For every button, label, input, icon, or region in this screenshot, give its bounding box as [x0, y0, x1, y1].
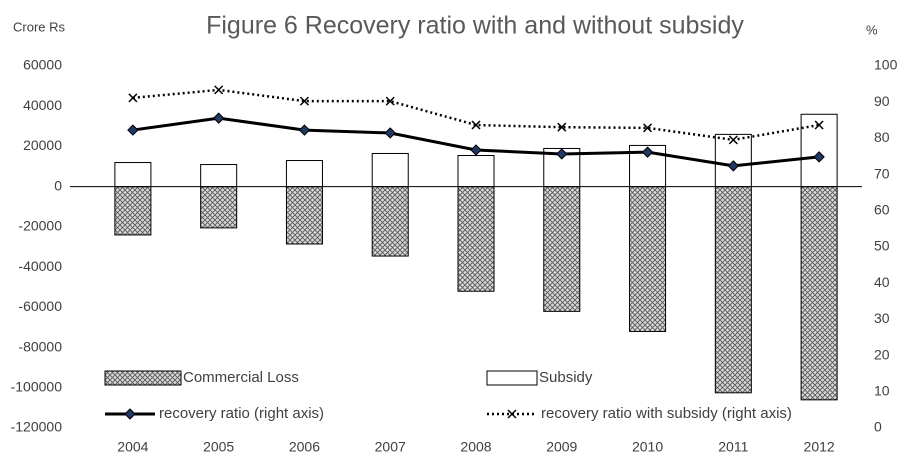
bar: [114, 162, 152, 188]
y2-axis-title: %: [866, 22, 878, 37]
point-marker: [643, 123, 653, 133]
bar: [800, 186, 838, 401]
x-tick-label: 2004: [117, 439, 148, 455]
point-marker: [813, 151, 825, 163]
bar: [200, 186, 238, 229]
point-marker: [470, 144, 482, 156]
point-marker: [127, 124, 139, 136]
y2-tick-label: 30: [874, 310, 890, 326]
y-tick-label: 60000: [23, 57, 62, 73]
y2-tick-label: 0: [874, 419, 882, 435]
point-marker: [728, 135, 738, 145]
x-tick-label: 2007: [375, 439, 406, 455]
point-marker: [385, 96, 395, 106]
y2-tick-label: 80: [874, 129, 890, 145]
x-tick-label: 2009: [546, 439, 577, 455]
y-axis-title: Crore Rs: [13, 19, 66, 34]
point-marker: [471, 120, 481, 130]
bar: [714, 186, 752, 394]
bar: [285, 186, 323, 245]
y-tick-label: -20000: [18, 218, 62, 234]
y2-tick-label: 90: [874, 93, 890, 109]
point-marker: [214, 85, 224, 95]
legend-label: Subsidy: [539, 369, 593, 386]
bar: [457, 154, 495, 188]
legend-marker: [124, 408, 136, 420]
x-tick-label: 2010: [632, 439, 663, 455]
x-tick-label: 2005: [203, 439, 234, 455]
y-tick-label: -60000: [18, 298, 62, 314]
y-tick-label: 0: [54, 177, 62, 193]
bar: [200, 164, 238, 188]
bar: [543, 186, 581, 312]
bar: [371, 186, 409, 257]
point-marker: [814, 120, 824, 130]
y-tick-label: -80000: [18, 338, 62, 354]
x-tick-label: 2011: [718, 439, 748, 455]
point-marker: [641, 146, 654, 158]
legend-marker: [507, 409, 517, 419]
y2-tick-label: 20: [874, 346, 890, 362]
bar: [114, 186, 152, 236]
y-tick-label: -120000: [11, 419, 63, 435]
y2-tick-label: 10: [874, 383, 890, 399]
bar: [371, 152, 409, 188]
y2-tick-label: 100: [874, 57, 898, 73]
y2-tick-label: 60: [874, 202, 890, 218]
point-marker: [557, 122, 567, 132]
legend-swatch: [104, 370, 182, 386]
x-tick-label: 2006: [289, 439, 320, 455]
legend-label: Commercial Loss: [183, 369, 299, 386]
point-marker: [212, 112, 225, 124]
chart-title: Figure 6 Recovery ratio with and without…: [206, 12, 744, 40]
line-series: [132, 88, 820, 142]
bar: [285, 160, 323, 188]
x-tick-label: 2012: [804, 439, 835, 455]
y-tick-label: -100000: [11, 378, 63, 394]
y2-tick-label: 50: [874, 238, 890, 254]
y-tick-label: 40000: [23, 97, 62, 113]
bar: [629, 186, 667, 332]
bar: [457, 186, 495, 292]
legend-swatch: [486, 370, 538, 386]
point-marker: [299, 96, 309, 106]
y2-tick-label: 70: [874, 165, 890, 181]
point-marker: [556, 148, 568, 160]
point-marker: [298, 124, 311, 136]
y-tick-label: -40000: [18, 258, 62, 274]
x-tick-label: 2008: [460, 439, 491, 455]
legend-label: recovery ratio (right axis): [159, 405, 324, 422]
y-tick-label: 20000: [23, 137, 62, 153]
y2-tick-label: 40: [874, 274, 890, 290]
point-marker: [384, 127, 396, 139]
point-marker: [727, 160, 740, 172]
legend-label: recovery ratio with subsidy (right axis): [541, 405, 792, 422]
point-marker: [128, 93, 138, 103]
